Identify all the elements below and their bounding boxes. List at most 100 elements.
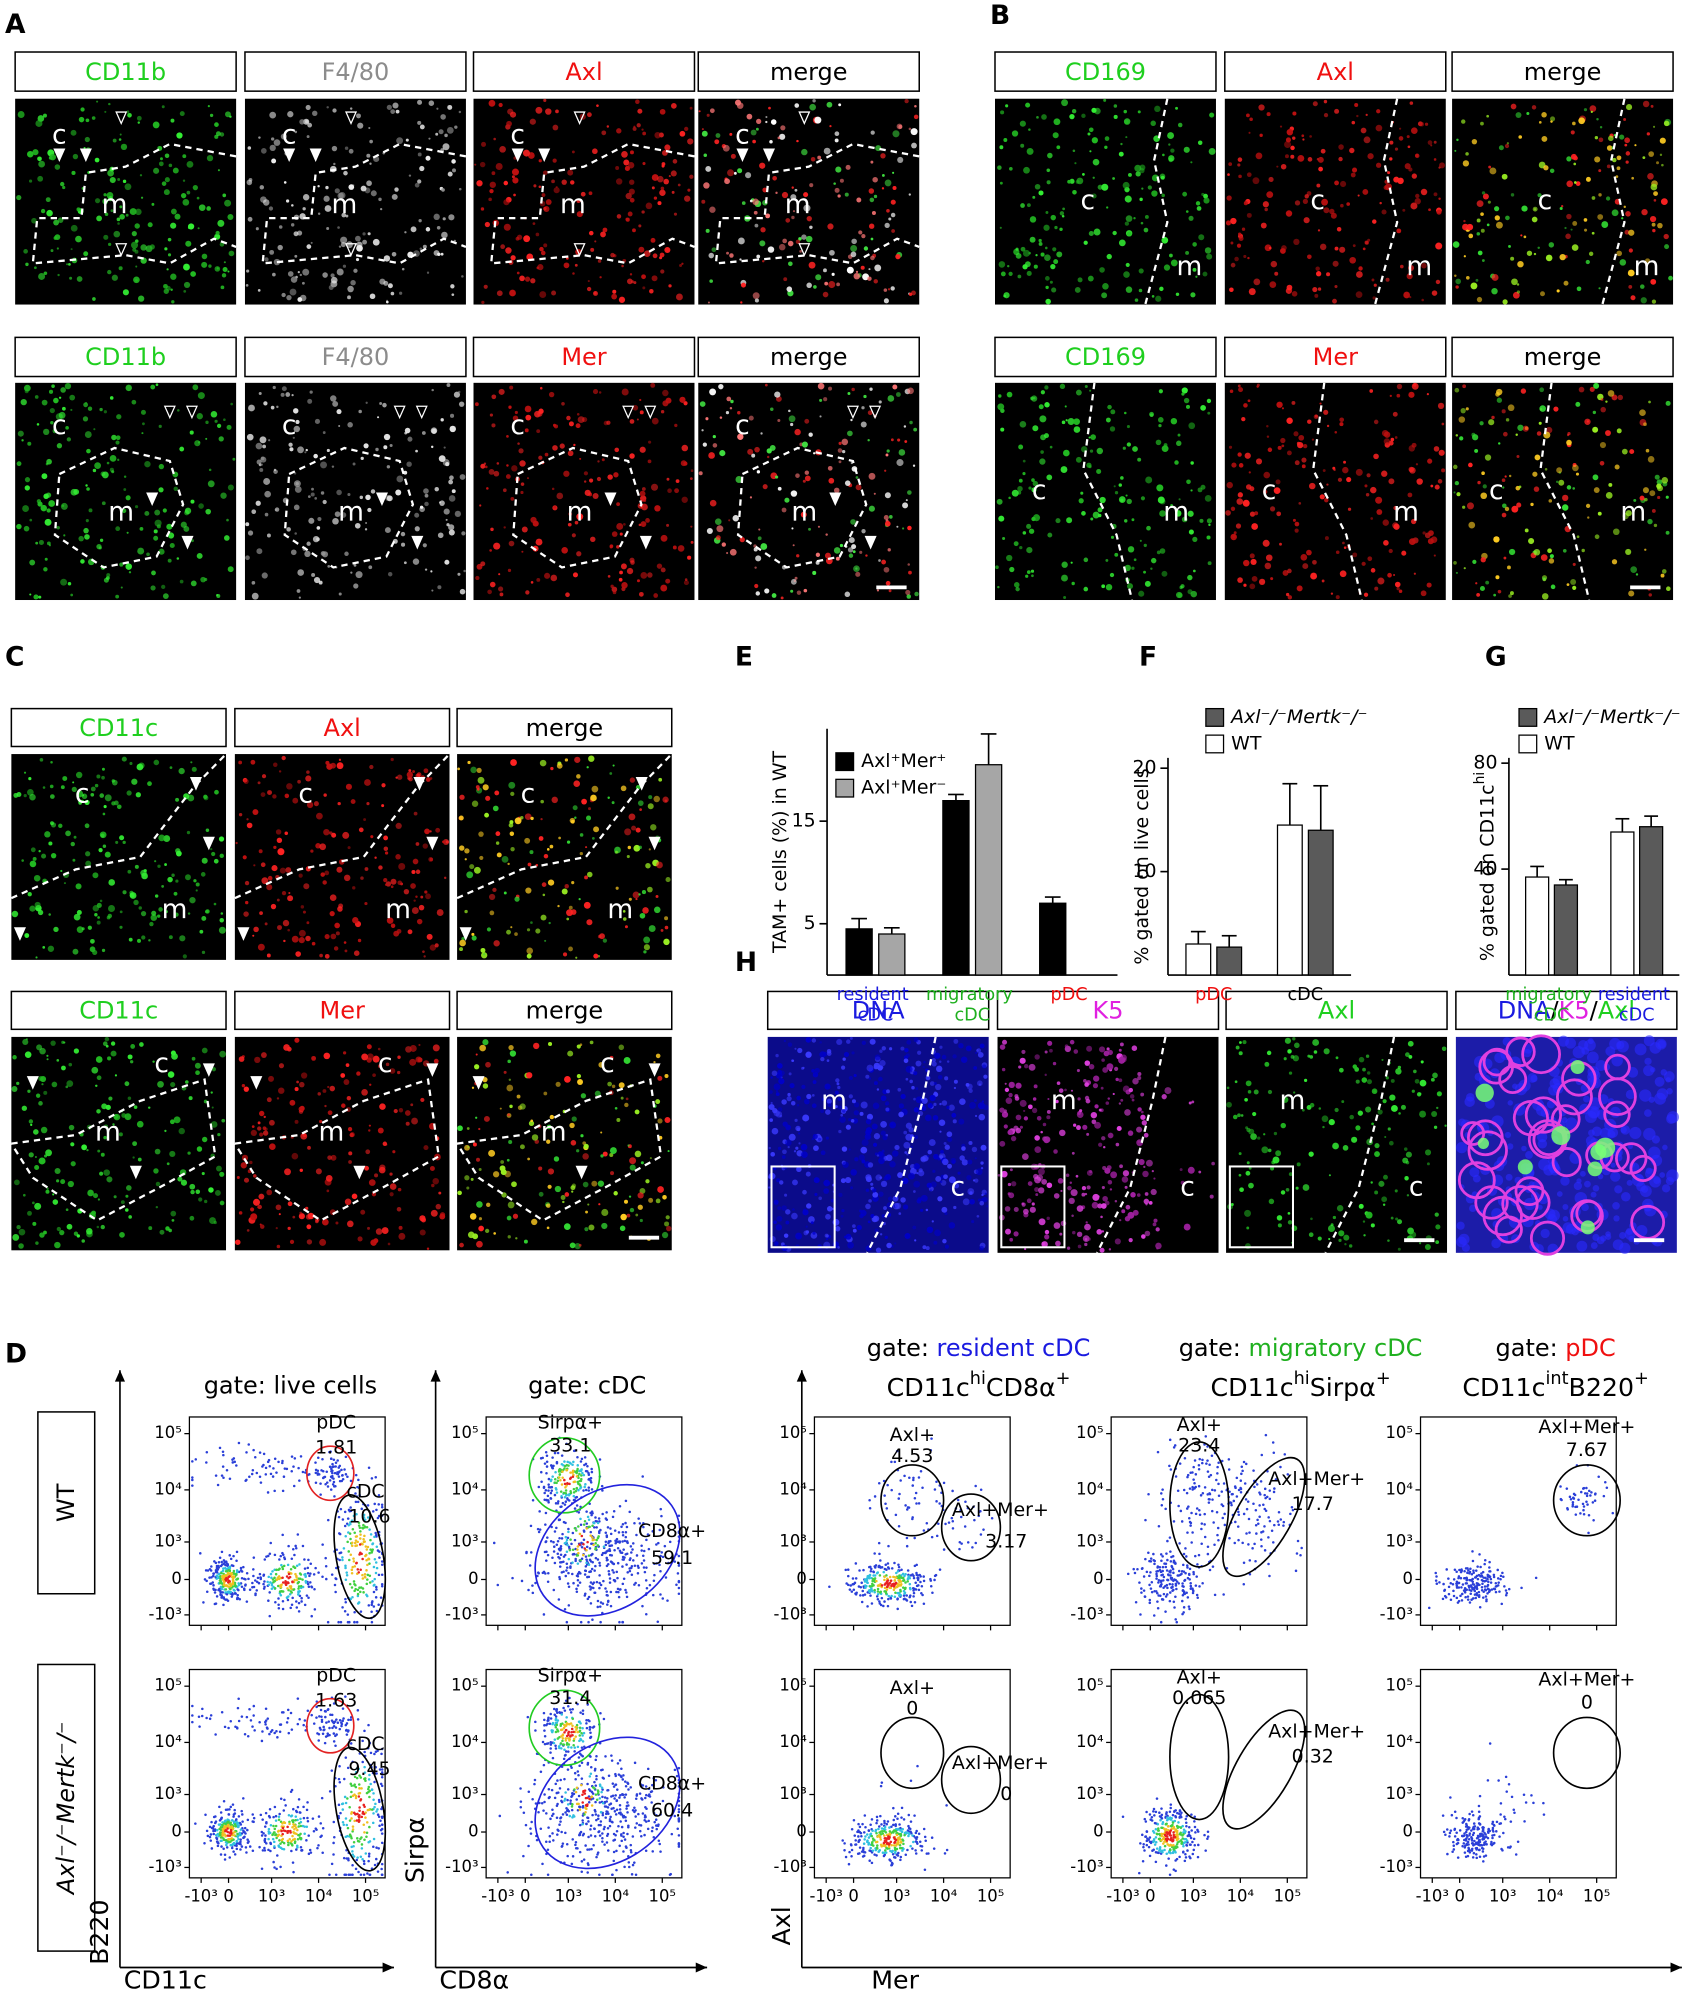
signal-dot (1644, 548, 1647, 551)
signal-dot (27, 892, 32, 897)
signal-dot (342, 1051, 347, 1055)
signal-dot (1367, 238, 1371, 242)
signal-dot (913, 1097, 916, 1101)
signal-dot (1069, 1181, 1073, 1184)
signal-dot (754, 298, 759, 303)
signal-dot (382, 402, 387, 408)
signal-dot (896, 525, 899, 528)
signal-dot (851, 387, 855, 392)
signal-dot (677, 183, 681, 187)
signal-dot (796, 1104, 800, 1107)
signal-dot (848, 1075, 853, 1081)
signal-dot (781, 507, 787, 513)
signal-dot (1517, 260, 1524, 268)
signal-dot (601, 1222, 608, 1230)
signal-dot (724, 178, 730, 185)
signal-dot (16, 195, 22, 201)
signal-dot (335, 931, 340, 936)
signal-dot (16, 523, 22, 530)
signal-dot (1619, 134, 1625, 140)
signal-dot (1501, 512, 1507, 518)
signal-dot (247, 146, 252, 150)
signal-dot (1375, 496, 1383, 504)
signal-dot (1402, 1157, 1409, 1164)
panel-label: D (5, 1339, 27, 1370)
signal-dot (369, 162, 372, 165)
signal-dot (1003, 1124, 1008, 1129)
signal-dot (493, 470, 500, 477)
signal-dot (349, 1132, 355, 1138)
arrowhead (846, 405, 859, 420)
signal-dot (1187, 574, 1193, 581)
signal-dot (43, 567, 48, 572)
signal-dot (302, 281, 305, 285)
signal-dot (53, 236, 58, 240)
signal-dot (507, 1235, 511, 1239)
signal-dot (618, 577, 623, 582)
signal-dot (186, 160, 194, 168)
signal-dot (1125, 494, 1128, 497)
signal-dot (1206, 253, 1213, 260)
signal-dot (768, 106, 771, 110)
signal-dot (24, 1051, 32, 1058)
signal-dot (764, 588, 770, 594)
signal-dot (1427, 140, 1433, 145)
signal-dot (65, 1208, 69, 1212)
signal-dot (275, 829, 282, 835)
signal-dot (1488, 419, 1495, 426)
signal-dot (167, 558, 172, 563)
signal-dot (1026, 203, 1031, 208)
signal-dot (89, 946, 96, 953)
signal-dot (188, 1096, 193, 1101)
signal-dot (86, 448, 91, 454)
signal-dot (812, 1231, 816, 1235)
signal-dot (735, 475, 743, 483)
signal-dot (790, 422, 794, 427)
signal-dot (515, 1237, 518, 1240)
signal-dot (400, 542, 406, 547)
signal-dot (1256, 385, 1259, 388)
signal-dot (772, 1107, 778, 1114)
header-text: CD11c (79, 714, 158, 742)
signal-dot (1035, 1193, 1039, 1197)
signal-dot (1028, 486, 1032, 490)
signal-dot (660, 567, 666, 573)
signal-dot (1238, 1152, 1242, 1156)
signal-dot (850, 251, 857, 258)
signal-dot (307, 398, 313, 404)
signal-dot (267, 790, 272, 795)
signal-dot (1091, 1201, 1099, 1209)
signal-dot (906, 1039, 912, 1045)
signal-dot (1072, 1230, 1076, 1235)
signal-dot (1113, 485, 1116, 488)
signal-dot (1089, 150, 1092, 153)
signal-dot (103, 410, 107, 414)
signal-dot (1436, 209, 1442, 215)
signal-dot (791, 215, 795, 220)
signal-dot (1143, 543, 1147, 548)
signal-dot (848, 1117, 852, 1122)
signal-dot (648, 1197, 654, 1203)
signal-dot (1526, 250, 1533, 256)
signal-dot (755, 127, 759, 131)
signal-dot (716, 525, 724, 533)
signal-dot (1416, 1092, 1422, 1097)
signal-dot (316, 526, 321, 530)
signal-dot (999, 226, 1002, 229)
signal-dot (486, 487, 489, 490)
signal-dot (747, 448, 754, 455)
signal-dot (1005, 1097, 1013, 1104)
signal-dot (266, 884, 273, 891)
region-letter: m (1279, 1085, 1305, 1116)
signal-dot (1288, 1071, 1293, 1075)
signal-dot (1280, 248, 1286, 254)
signal-dot (63, 1041, 66, 1044)
signal-dot (1615, 175, 1619, 178)
signal-dot (283, 181, 287, 184)
signal-dot (577, 1079, 584, 1085)
signal-dot (1137, 110, 1141, 114)
signal-dot (628, 188, 635, 195)
signal-dot (1479, 586, 1485, 592)
signal-dot (908, 1172, 915, 1180)
signal-dot (1243, 583, 1247, 587)
